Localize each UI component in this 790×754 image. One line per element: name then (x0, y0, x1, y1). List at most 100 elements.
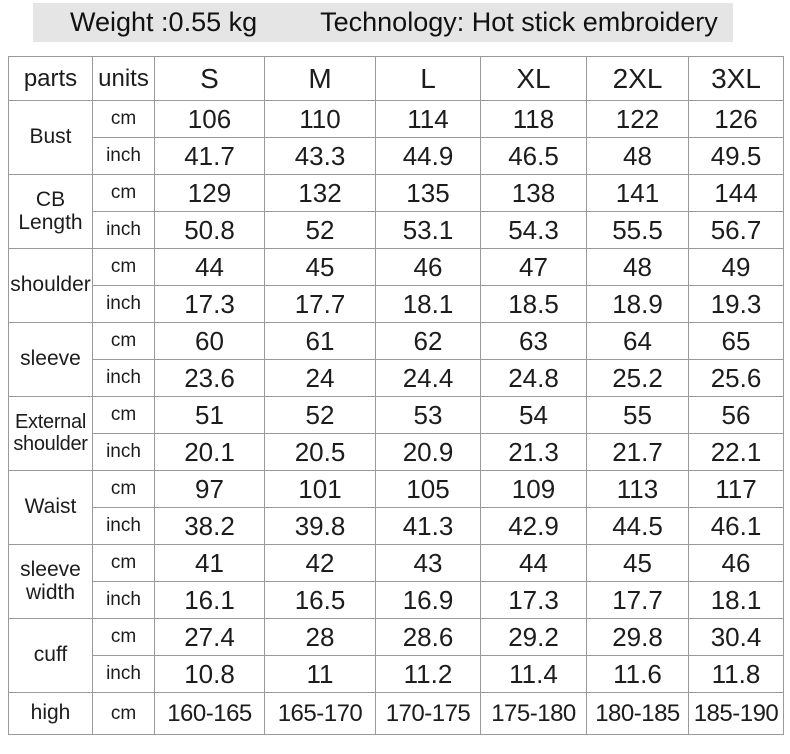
size-value-cell: 24.4 (375, 359, 481, 397)
size-value-cell: 25.6 (688, 359, 784, 397)
size-value-cell: 16.5 (264, 581, 376, 619)
size-value-cell: 24.8 (480, 359, 587, 397)
table-row: cuff cm 27.4 28 28.6 29.2 29.8 30.4 (8, 618, 784, 693)
size-value-cell: 16.9 (375, 581, 481, 619)
size-value-cell: 129 (154, 174, 265, 212)
size-value-cell: 23.6 (154, 359, 265, 397)
size-value-cell: 44 (154, 248, 265, 286)
part-cell: sleeve (8, 322, 93, 397)
column-header-s: S (154, 56, 265, 101)
size-value-cell: 46.5 (480, 137, 587, 175)
technology-label: Technology: Hot stick embroidery (320, 7, 718, 37)
size-chart-table: parts units S M L XL 2XL 3XL Bust cm 106 110 114 118… (8, 56, 784, 735)
size-value-cell: 17.3 (154, 285, 265, 323)
unit-cell: cm (92, 692, 155, 735)
size-value-cell: 138 (480, 174, 587, 212)
size-value-cell: 46 (688, 544, 784, 582)
size-value-cell: 52 (264, 396, 376, 434)
size-value-cell: 17.7 (264, 285, 376, 323)
part-cell: Bust (8, 100, 93, 175)
size-value-cell: 24 (264, 359, 376, 397)
size-value-cell: 53.1 (375, 211, 481, 249)
size-value-cell: 28 (264, 618, 376, 656)
size-value-cell: 101 (264, 470, 376, 508)
part-cell: External shoulder (8, 396, 93, 471)
size-value-cell: 29.2 (480, 618, 587, 656)
table-row: inch 10.8 11 11.2 11.4 11.6 11.8 (9, 655, 784, 693)
size-value-cell: 175-180 (480, 692, 587, 735)
size-value-cell: 54.3 (480, 211, 587, 249)
part-cell: shoulder (8, 248, 93, 323)
size-value-cell: 43.3 (264, 137, 376, 175)
size-chart-body: Bust cm 106 110 114 118 122 126 inch 41.7 43.3 44.9… (8, 100, 784, 735)
size-value-cell: 185-190 (688, 692, 784, 735)
size-value-cell: 44.5 (586, 507, 689, 545)
size-value-cell: 47 (480, 248, 587, 286)
size-value-cell: 42 (264, 544, 376, 582)
unit-cell: inch (92, 359, 155, 397)
unit-cell: inch (92, 433, 155, 471)
size-value-cell: 49.5 (688, 137, 784, 175)
size-value-cell: 118 (480, 100, 587, 138)
size-value-cell: 117 (688, 470, 784, 508)
column-header-l: L (375, 56, 481, 101)
size-value-cell: 11.2 (375, 655, 481, 693)
size-value-cell: 132 (264, 174, 376, 212)
unit-cell: cm (92, 396, 155, 434)
size-value-cell: 180-185 (586, 692, 689, 735)
table-row: inch 23.6 24 24.4 24.8 25.2 25.6 (9, 359, 784, 397)
size-value-cell: 11.8 (688, 655, 784, 693)
size-value-cell: 41.7 (154, 137, 265, 175)
size-value-cell: 38.2 (154, 507, 265, 545)
weight-label: Weight :0.55 kg (70, 7, 258, 37)
size-value-cell: 17.7 (586, 581, 689, 619)
size-value-cell: 60 (154, 322, 265, 360)
column-header-xl: XL (480, 56, 587, 101)
unit-cell: cm (92, 544, 155, 582)
size-value-cell: 10.8 (154, 655, 265, 693)
header-row: parts units S M L XL 2XL 3XL (8, 56, 784, 101)
table-row: sleeve cm 60 61 62 63 64 65 (8, 322, 784, 397)
size-value-cell: 44.9 (375, 137, 481, 175)
size-value-cell: 65 (688, 322, 784, 360)
size-value-cell: 18.1 (688, 581, 784, 619)
unit-cell: inch (92, 211, 155, 249)
table-row: inch 17.3 17.7 18.1 18.5 18.9 19.3 (9, 285, 784, 323)
size-value-cell: 30.4 (688, 618, 784, 656)
size-value-cell: 39.8 (264, 507, 376, 545)
unit-cell: cm (92, 322, 155, 360)
size-value-cell: 122 (586, 100, 689, 138)
size-value-cell: 106 (154, 100, 265, 138)
size-value-cell: 44 (480, 544, 587, 582)
column-header-units: units (92, 56, 155, 101)
unit-cell: inch (92, 285, 155, 323)
size-value-cell: 45 (264, 248, 376, 286)
size-value-cell: 52 (264, 211, 376, 249)
unit-cell: cm (92, 618, 155, 656)
size-value-cell: 20.1 (154, 433, 265, 471)
size-value-cell: 16.1 (154, 581, 265, 619)
table-row: high cm 160-165 165-170 170-175 175-180 180-18… (8, 692, 784, 735)
unit-cell: cm (92, 100, 155, 138)
size-value-cell: 46 (375, 248, 481, 286)
part-cell: CB Length (8, 174, 93, 249)
size-value-cell: 49 (688, 248, 784, 286)
unit-cell: inch (92, 655, 155, 693)
size-value-cell: 135 (375, 174, 481, 212)
size-value-cell: 21.3 (480, 433, 587, 471)
size-value-cell: 97 (154, 470, 265, 508)
size-value-cell: 11 (264, 655, 376, 693)
size-value-cell: 126 (688, 100, 784, 138)
size-value-cell: 41.3 (375, 507, 481, 545)
unit-cell: cm (92, 248, 155, 286)
size-value-cell: 144 (688, 174, 784, 212)
size-value-cell: 43 (375, 544, 481, 582)
size-value-cell: 56 (688, 396, 784, 434)
size-value-cell: 61 (264, 322, 376, 360)
size-value-cell: 18.5 (480, 285, 587, 323)
size-value-cell: 27.4 (154, 618, 265, 656)
size-value-cell: 165-170 (264, 692, 376, 735)
table-row: Waist cm 97 101 105 109 113 117 (8, 470, 784, 545)
table-row: CB Length cm 129 132 135 138 141 144 (8, 174, 784, 249)
size-value-cell: 48 (586, 137, 689, 175)
